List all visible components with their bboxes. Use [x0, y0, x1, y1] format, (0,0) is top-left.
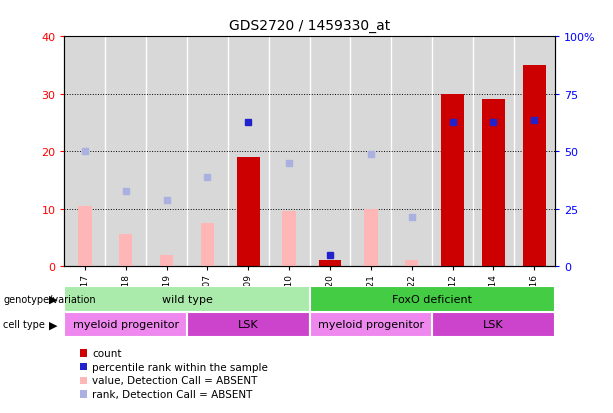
Bar — [319, 261, 341, 266]
Text: count: count — [92, 348, 121, 358]
Text: genotype/variation: genotype/variation — [3, 294, 96, 304]
Bar — [64, 37, 105, 266]
Bar — [187, 37, 228, 266]
Text: rank, Detection Call = ABSENT: rank, Detection Call = ABSENT — [92, 389, 253, 399]
Bar — [310, 286, 555, 312]
Text: LSK: LSK — [238, 320, 259, 330]
Bar — [268, 37, 310, 266]
Bar — [351, 37, 391, 266]
Bar — [310, 37, 351, 266]
Bar — [146, 37, 187, 266]
Bar — [64, 312, 187, 337]
Bar — [187, 312, 310, 337]
Bar — [228, 37, 268, 266]
Bar — [473, 37, 514, 266]
Bar — [237, 157, 259, 266]
Text: ▶: ▶ — [48, 294, 57, 304]
Bar — [391, 37, 432, 266]
Text: cell type: cell type — [3, 320, 45, 330]
Text: wild type: wild type — [162, 294, 212, 304]
Text: LSK: LSK — [483, 320, 504, 330]
Bar — [310, 312, 432, 337]
Bar — [105, 37, 146, 266]
Bar — [64, 286, 310, 312]
Text: FoxO deficient: FoxO deficient — [392, 294, 472, 304]
Text: percentile rank within the sample: percentile rank within the sample — [92, 362, 268, 372]
Bar — [514, 37, 555, 266]
Bar — [482, 100, 504, 266]
Text: value, Detection Call = ABSENT: value, Detection Call = ABSENT — [92, 375, 257, 385]
Bar — [364, 209, 378, 266]
Bar — [523, 66, 546, 266]
Title: GDS2720 / 1459330_at: GDS2720 / 1459330_at — [229, 19, 390, 33]
Bar — [119, 235, 132, 266]
Bar — [432, 312, 555, 337]
Bar — [78, 206, 91, 266]
Bar — [283, 212, 296, 266]
Text: myeloid progenitor: myeloid progenitor — [318, 320, 424, 330]
Text: ▶: ▶ — [48, 320, 57, 330]
Bar — [200, 223, 214, 266]
Bar — [441, 95, 464, 266]
Text: myeloid progenitor: myeloid progenitor — [72, 320, 179, 330]
Bar — [405, 261, 419, 266]
Bar — [432, 37, 473, 266]
Bar — [160, 255, 173, 266]
